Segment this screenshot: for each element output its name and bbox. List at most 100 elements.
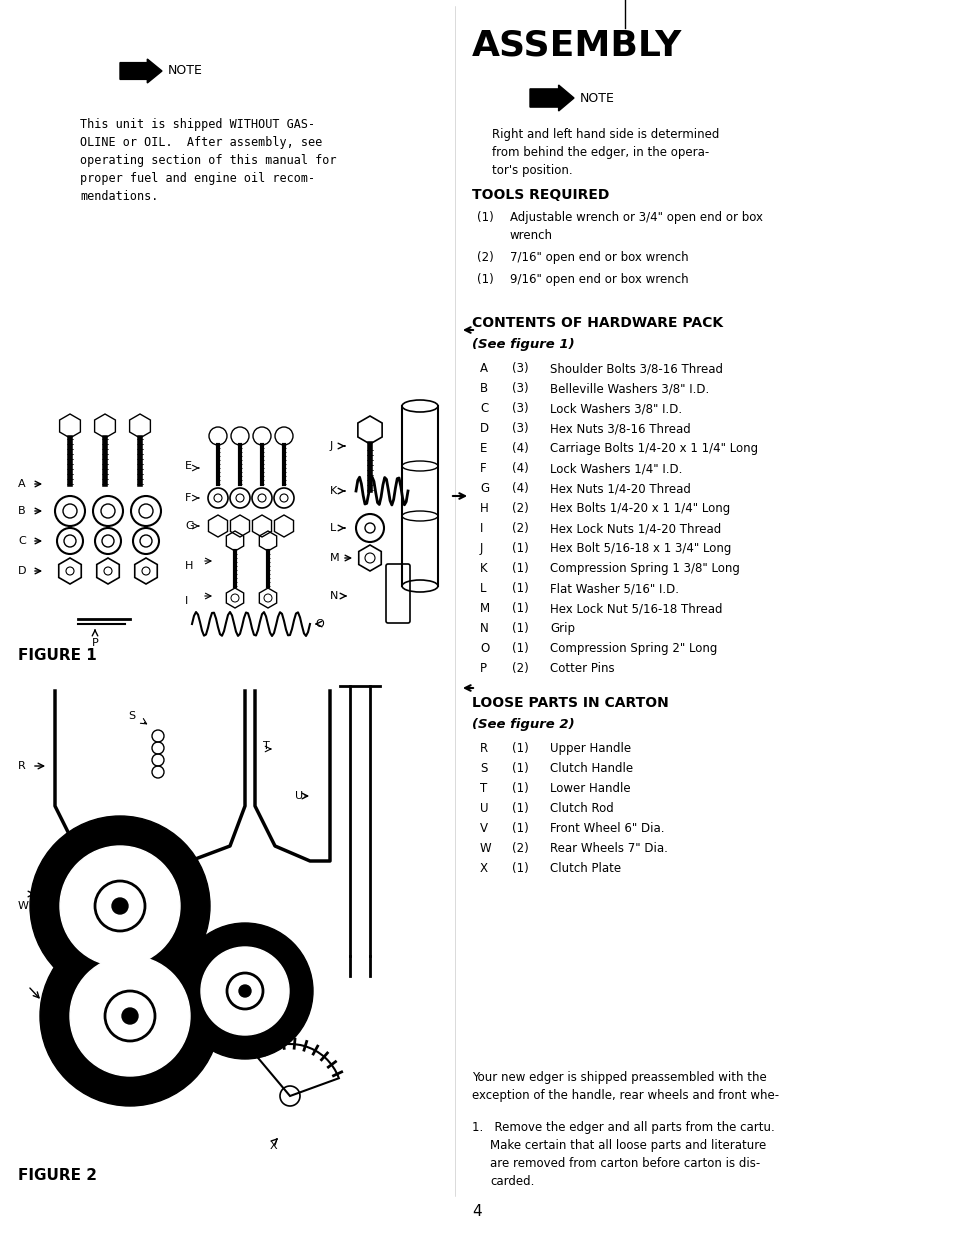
Text: Flat Washer 5/16" I.D.: Flat Washer 5/16" I.D. xyxy=(550,582,679,596)
Text: This unit is shipped WITHOUT GAS-: This unit is shipped WITHOUT GAS- xyxy=(80,118,314,131)
Text: H: H xyxy=(479,502,488,515)
Text: (1): (1) xyxy=(512,582,528,596)
Text: T: T xyxy=(263,741,270,751)
Text: T: T xyxy=(479,782,487,795)
Text: proper fuel and engine oil recom-: proper fuel and engine oil recom- xyxy=(80,172,314,184)
Text: from behind the edger, in the opera-: from behind the edger, in the opera- xyxy=(492,146,708,159)
Text: are removed from carton before carton is dis-: are removed from carton before carton is… xyxy=(490,1158,760,1170)
Text: L: L xyxy=(330,523,335,533)
Text: Upper Handle: Upper Handle xyxy=(550,743,631,755)
Text: 7/16" open end or box wrench: 7/16" open end or box wrench xyxy=(510,250,688,264)
Text: (1): (1) xyxy=(512,763,528,775)
Text: V: V xyxy=(214,1045,222,1057)
Text: (4): (4) xyxy=(512,442,528,455)
Text: D: D xyxy=(479,422,489,435)
Text: W: W xyxy=(479,842,491,855)
Text: 1.   Remove the edger and all parts from the cartu.: 1. Remove the edger and all parts from t… xyxy=(472,1121,774,1134)
Circle shape xyxy=(112,898,128,915)
Text: P: P xyxy=(479,662,486,675)
Text: O: O xyxy=(314,619,323,629)
Text: (3): (3) xyxy=(512,422,528,435)
Text: (1): (1) xyxy=(512,622,528,635)
Text: E: E xyxy=(185,461,192,471)
Text: F: F xyxy=(185,493,192,503)
Text: Adjustable wrench or 3/4" open end or box: Adjustable wrench or 3/4" open end or bo… xyxy=(510,211,762,224)
Text: Rear Wheels 7" Dia.: Rear Wheels 7" Dia. xyxy=(550,842,667,855)
Text: R: R xyxy=(18,761,26,771)
Text: mendations.: mendations. xyxy=(80,189,158,203)
Text: C: C xyxy=(18,536,26,546)
Text: (4): (4) xyxy=(512,462,528,475)
Text: H: H xyxy=(185,561,193,571)
Circle shape xyxy=(201,947,289,1035)
Text: NOTE: NOTE xyxy=(579,91,615,105)
Text: 9/16" open end or box wrench: 9/16" open end or box wrench xyxy=(510,273,688,287)
Text: carded.: carded. xyxy=(490,1175,534,1187)
Text: FIGURE 2: FIGURE 2 xyxy=(18,1168,97,1182)
Text: V: V xyxy=(479,822,488,835)
Text: B: B xyxy=(18,506,26,516)
Text: U: U xyxy=(294,791,303,801)
Text: J: J xyxy=(330,441,333,451)
Text: CONTENTS OF HARDWARE PACK: CONTENTS OF HARDWARE PACK xyxy=(472,316,722,330)
Text: (1): (1) xyxy=(512,602,528,616)
Text: O: O xyxy=(479,642,489,655)
Text: Lock Washers 1/4" I.D.: Lock Washers 1/4" I.D. xyxy=(550,462,681,475)
Text: wrench: wrench xyxy=(510,229,553,242)
Text: (1): (1) xyxy=(512,542,528,554)
Text: X: X xyxy=(270,1141,277,1151)
Text: Hex Lock Nut 5/16-18 Thread: Hex Lock Nut 5/16-18 Thread xyxy=(550,602,721,616)
Text: P: P xyxy=(91,638,98,648)
Text: A: A xyxy=(18,478,26,488)
Text: (1): (1) xyxy=(512,782,528,795)
Text: C: C xyxy=(479,402,488,415)
Text: N: N xyxy=(330,591,338,601)
Text: Hex Nuts 3/8-16 Thread: Hex Nuts 3/8-16 Thread xyxy=(550,422,690,435)
Text: Hex Bolt 5/16-18 x 1 3/4" Long: Hex Bolt 5/16-18 x 1 3/4" Long xyxy=(550,542,731,554)
Text: Carriage Bolts 1/4-20 x 1 1/4" Long: Carriage Bolts 1/4-20 x 1 1/4" Long xyxy=(550,442,758,455)
Text: J: J xyxy=(479,542,483,554)
Text: Right and left hand side is determined: Right and left hand side is determined xyxy=(492,128,719,141)
Text: R: R xyxy=(479,743,488,755)
Text: TOOLS REQUIRED: TOOLS REQUIRED xyxy=(472,188,609,202)
Text: operating section of this manual for: operating section of this manual for xyxy=(80,155,336,167)
Text: L: L xyxy=(479,582,486,596)
Text: S: S xyxy=(479,763,487,775)
Circle shape xyxy=(177,923,313,1059)
Text: Lock Washers 3/8" I.D.: Lock Washers 3/8" I.D. xyxy=(550,402,681,415)
Circle shape xyxy=(122,1008,138,1024)
Text: (4): (4) xyxy=(512,482,528,495)
Text: Hex Bolts 1/4-20 x 1 1/4" Long: Hex Bolts 1/4-20 x 1 1/4" Long xyxy=(550,502,729,515)
Text: (1): (1) xyxy=(512,822,528,835)
Text: X: X xyxy=(479,862,488,875)
Text: U: U xyxy=(479,802,488,815)
Text: N: N xyxy=(479,622,488,635)
Text: (1): (1) xyxy=(512,743,528,755)
Text: (1): (1) xyxy=(512,802,528,815)
Text: Clutch Plate: Clutch Plate xyxy=(550,862,620,875)
Text: G: G xyxy=(185,521,193,531)
Text: Clutch Rod: Clutch Rod xyxy=(550,802,613,815)
Text: D: D xyxy=(18,566,27,576)
Text: exception of the handle, rear wheels and front whe-: exception of the handle, rear wheels and… xyxy=(472,1089,779,1101)
Text: (See figure 1): (See figure 1) xyxy=(472,338,574,351)
Text: Shoulder Bolts 3/8-16 Thread: Shoulder Bolts 3/8-16 Thread xyxy=(550,363,722,375)
FancyArrow shape xyxy=(530,85,574,111)
Text: Front Wheel 6" Dia.: Front Wheel 6" Dia. xyxy=(550,822,664,835)
Text: M: M xyxy=(330,553,339,563)
Circle shape xyxy=(70,956,190,1077)
Text: Hex Nuts 1/4-20 Thread: Hex Nuts 1/4-20 Thread xyxy=(550,482,690,495)
Text: Clutch Handle: Clutch Handle xyxy=(550,763,633,775)
Text: OLINE or OIL.  After assembly, see: OLINE or OIL. After assembly, see xyxy=(80,136,322,150)
Text: (1): (1) xyxy=(476,211,494,224)
Text: Lower Handle: Lower Handle xyxy=(550,782,630,795)
Text: tor's position.: tor's position. xyxy=(492,164,572,177)
Text: I: I xyxy=(479,522,483,535)
Text: (1): (1) xyxy=(512,862,528,875)
Text: (3): (3) xyxy=(512,383,528,395)
Text: (1): (1) xyxy=(512,562,528,574)
Text: Your new edger is shipped preassembled with the: Your new edger is shipped preassembled w… xyxy=(472,1072,766,1084)
Text: (See figure 2): (See figure 2) xyxy=(472,718,574,731)
Text: Grip: Grip xyxy=(550,622,575,635)
Circle shape xyxy=(60,846,180,966)
